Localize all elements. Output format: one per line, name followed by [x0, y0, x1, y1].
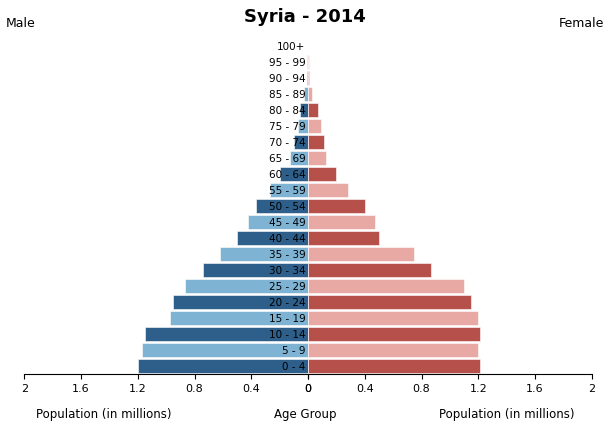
Bar — [308, 295, 471, 309]
Bar — [308, 167, 337, 181]
Bar — [256, 199, 308, 213]
Text: Female: Female — [559, 17, 604, 30]
Bar — [294, 136, 308, 149]
Bar — [270, 183, 308, 197]
Bar — [308, 88, 312, 101]
Bar — [170, 311, 308, 325]
Text: Syria - 2014: Syria - 2014 — [244, 8, 366, 26]
Bar — [203, 263, 308, 277]
Bar — [300, 103, 308, 117]
Bar — [307, 55, 308, 69]
Bar — [308, 151, 326, 165]
Bar — [185, 279, 308, 293]
Bar — [308, 343, 478, 357]
Bar — [173, 295, 308, 309]
Bar — [308, 231, 379, 245]
Bar — [308, 55, 309, 69]
Bar — [307, 71, 308, 85]
Bar — [237, 231, 308, 245]
Bar — [308, 215, 375, 229]
Text: Male: Male — [6, 17, 36, 30]
Bar — [298, 119, 308, 133]
Bar — [308, 183, 348, 197]
Bar — [308, 311, 478, 325]
Bar — [145, 327, 308, 341]
Bar — [308, 71, 309, 85]
Bar — [279, 167, 308, 181]
Bar — [308, 119, 321, 133]
Bar — [138, 359, 308, 373]
Bar — [290, 151, 308, 165]
Bar — [220, 247, 308, 261]
Text: Age Group: Age Group — [274, 408, 336, 421]
Text: Population (in millions): Population (in millions) — [36, 408, 171, 421]
Bar — [308, 199, 365, 213]
Bar — [308, 247, 414, 261]
Bar — [308, 279, 464, 293]
Text: Population (in millions): Population (in millions) — [439, 408, 574, 421]
Bar — [308, 359, 479, 373]
Bar — [308, 103, 318, 117]
Bar — [308, 327, 479, 341]
Bar — [308, 263, 431, 277]
Bar — [248, 215, 308, 229]
Bar — [304, 88, 308, 101]
Bar — [142, 343, 308, 357]
Bar — [308, 136, 324, 149]
